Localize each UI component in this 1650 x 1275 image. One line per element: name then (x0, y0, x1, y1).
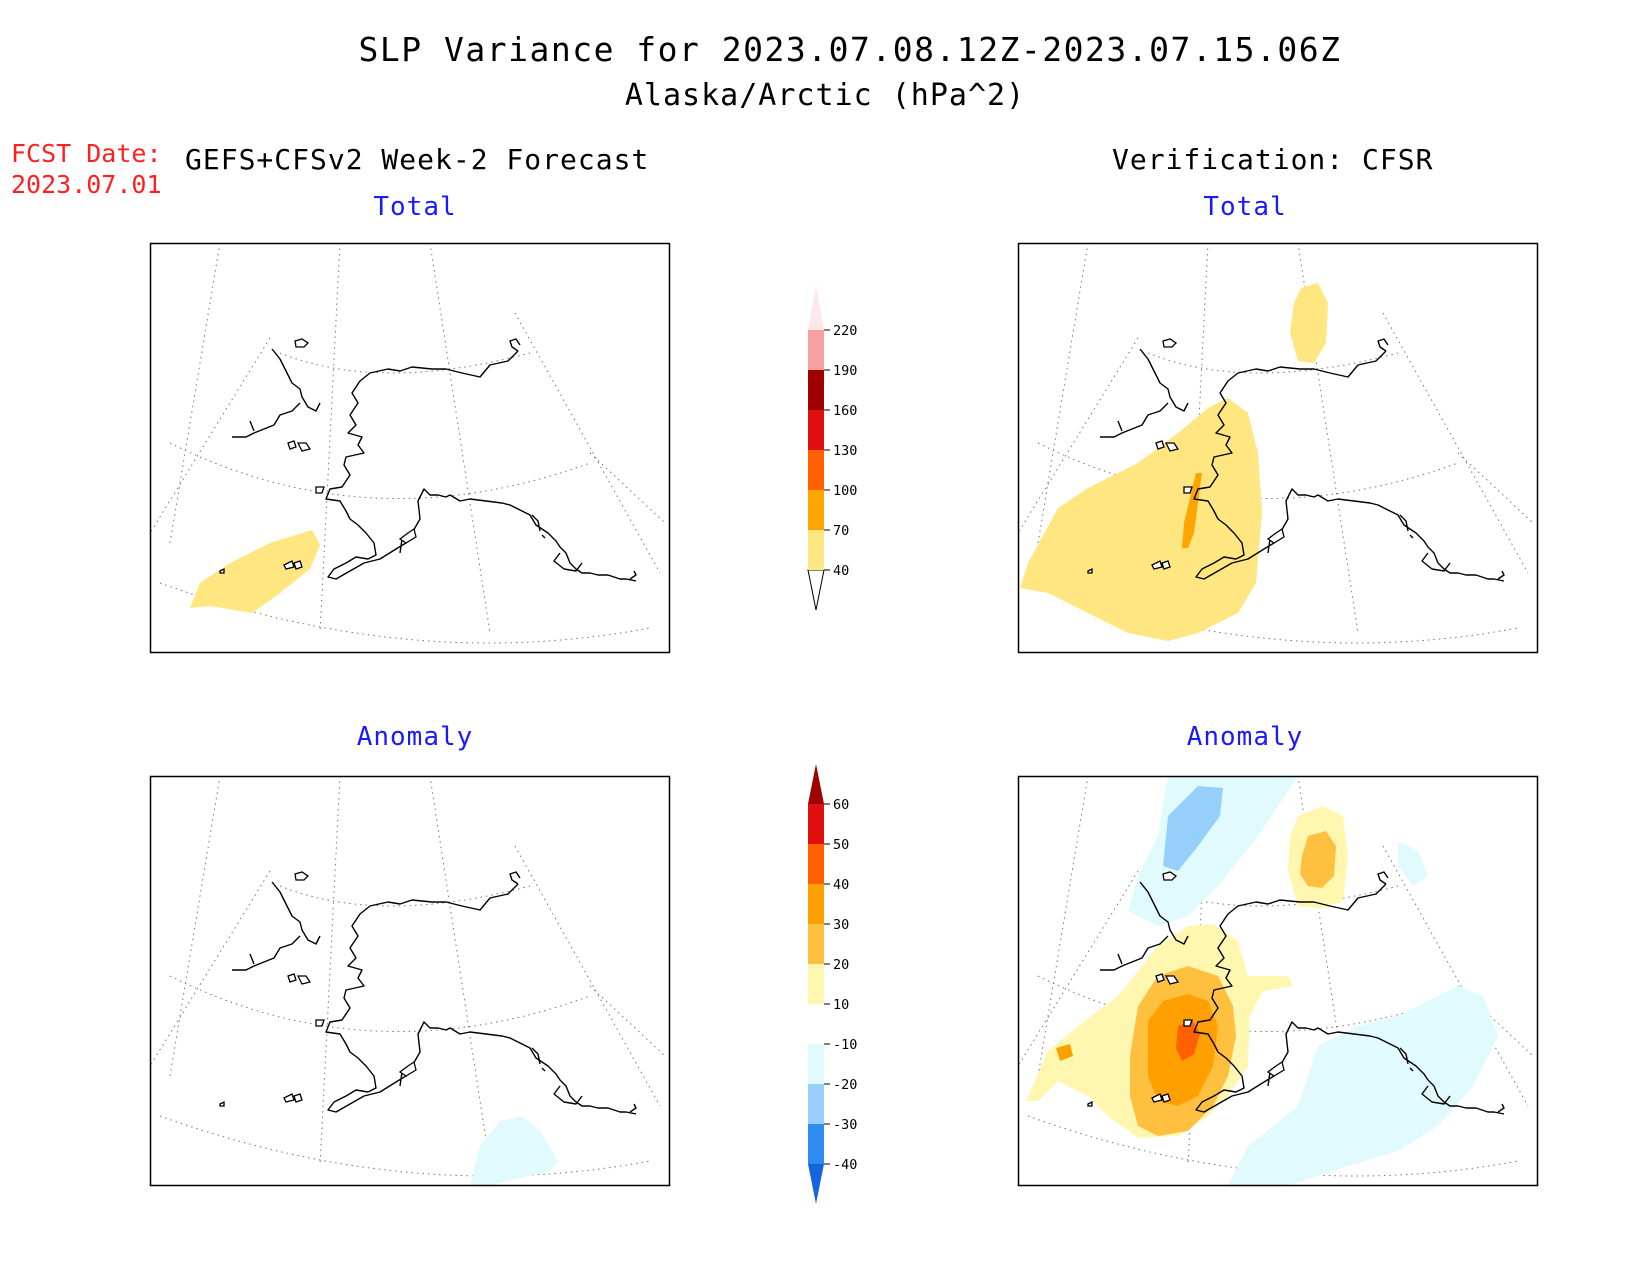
forecast-total-map (149, 242, 671, 654)
anomaly-colorbar-tick-label: -20 (833, 1077, 857, 1093)
total-colorbar-swatch (808, 285, 824, 330)
fcst-date-label: FCST Date: (11, 139, 162, 168)
fcst-date: FCST Date: 2023.07.01 (11, 138, 162, 200)
forecast-heading: GEFS+CFSv2 Week-2 Forecast (185, 143, 650, 176)
total-colorbar-swatch (808, 410, 824, 450)
anomaly-colorbar-swatch (808, 804, 824, 844)
total-colorbar-lower-end (807, 569, 825, 611)
map-title: SLP Variance for 2023.07.08.12Z-2023.07.… (358, 30, 1342, 69)
anomaly-colorbar-swatch (808, 1124, 824, 1164)
anomaly-colorbar: -40 -30 -20 -10 10 20 30 40 50 60 (808, 764, 857, 1204)
map-subtitle: Alaska/Arctic (hPa^2) (624, 78, 1026, 113)
forecast-total-title: Total (373, 192, 457, 222)
total-colorbar-tick-label: 190 (833, 363, 857, 379)
anomaly-colorbar-tick-label: 30 (833, 917, 849, 933)
anomaly-colorbar-swatch (808, 964, 824, 1004)
anomaly-colorbar-swatch (808, 884, 824, 924)
total-colorbar: 40 70 100 130 160 190 220 (807, 285, 857, 611)
total-colorbar-tick-label: 70 (833, 523, 849, 539)
verification-anomaly-map (1017, 775, 1539, 1187)
verification-total-title: Total (1203, 192, 1287, 222)
anomaly-colorbar-tick-label: -40 (833, 1157, 857, 1173)
verification-total-map (1017, 242, 1539, 654)
total-colorbar-tick-label: 130 (833, 443, 857, 459)
fcst-date-value: 2023.07.01 (11, 170, 162, 199)
anomaly-colorbar-tick-label: 20 (833, 957, 849, 973)
total-colorbar-swatch (808, 530, 824, 570)
total-colorbar-tick-label: 220 (833, 323, 857, 339)
forecast-anomaly-title: Anomaly (356, 722, 474, 752)
total-colorbar-swatch (808, 330, 824, 370)
anomaly-colorbar-tick-label: 60 (833, 797, 849, 813)
anomaly-colorbar-upper-end (808, 764, 824, 804)
total-colorbar-tick-label: 100 (833, 483, 857, 499)
anomaly-colorbar-swatch (808, 844, 824, 884)
total-colorbar-tick-label: 160 (833, 403, 857, 419)
anomaly-colorbar-tick-label: -10 (833, 1037, 857, 1053)
anomaly-colorbar-swatch (808, 1084, 824, 1124)
anomaly-colorbar-lower-end (808, 1164, 824, 1204)
verification-heading: Verification: CFSR (1112, 143, 1434, 176)
verification-anomaly-title: Anomaly (1186, 722, 1304, 752)
total-colorbar-swatch (808, 450, 824, 490)
anomaly-colorbar-swatch (808, 1044, 824, 1084)
anomaly-colorbar-tick-label: 40 (833, 877, 849, 893)
anomaly-colorbar-swatch (808, 1004, 824, 1044)
anomaly-colorbar-tick-label: -30 (833, 1117, 857, 1133)
anomaly-colorbar-swatch (808, 924, 824, 964)
total-colorbar-tick-label: 40 (833, 563, 849, 579)
anomaly-colorbar-tick-label: 50 (833, 837, 849, 853)
anomaly-colorbar-tick-label: 10 (833, 997, 849, 1013)
total-colorbar-swatch (808, 490, 824, 530)
total-colorbar-swatch (808, 370, 824, 410)
forecast-anomaly-map (149, 775, 671, 1187)
